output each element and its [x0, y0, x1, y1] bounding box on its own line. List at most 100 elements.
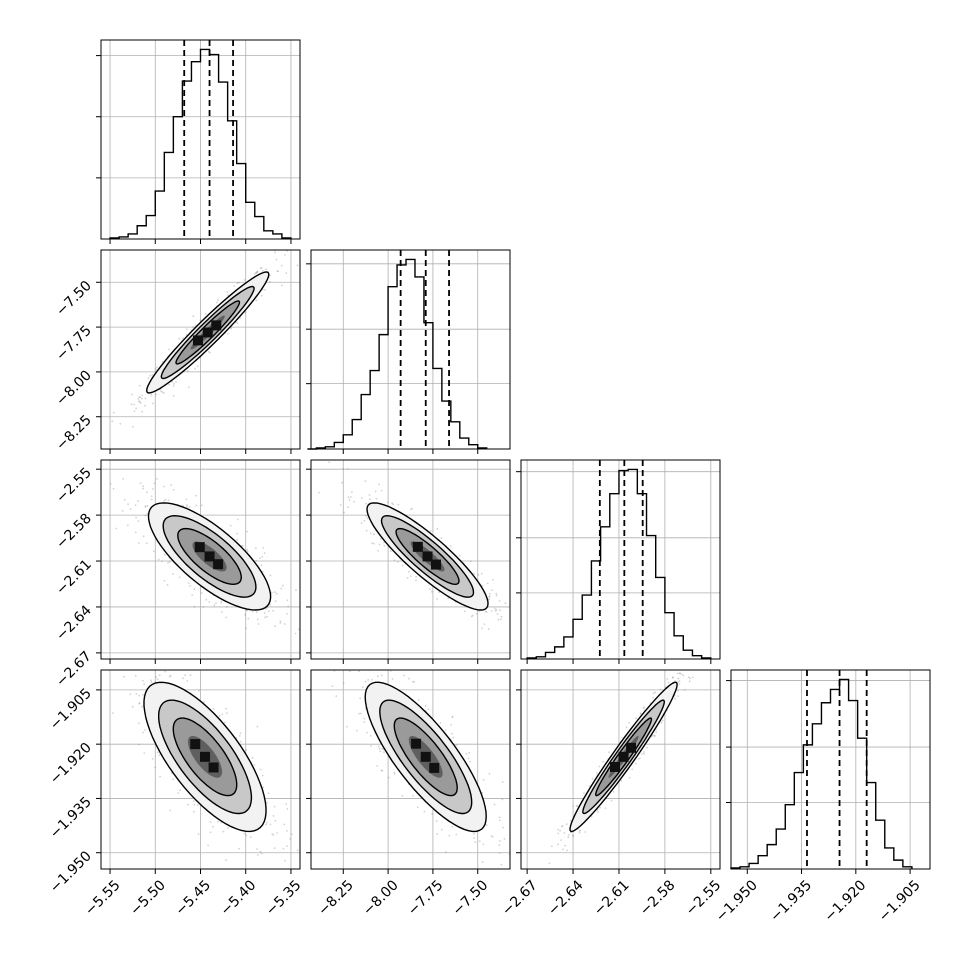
- sample-point: [151, 758, 154, 760]
- sample-point: [468, 751, 471, 754]
- sample-point: [467, 757, 470, 760]
- sample-point: [450, 723, 453, 726]
- sample-point: [436, 833, 439, 835]
- sample-point: [424, 705, 427, 708]
- sample-point: [516, 637, 518, 639]
- sample-point: [289, 838, 291, 840]
- sample-point: [279, 622, 282, 624]
- sample-point: [481, 792, 484, 794]
- sample-point: [316, 441, 318, 443]
- sample-point: [565, 823, 568, 825]
- sample-point: [172, 394, 175, 397]
- sample-point: [191, 594, 194, 596]
- sample-point: [168, 675, 171, 678]
- sample-point: [478, 610, 481, 613]
- sample-point: [142, 694, 144, 696]
- sample-point: [313, 880, 315, 882]
- histogram-step: [307, 258, 488, 450]
- sample-point: [488, 595, 491, 598]
- sample-point: [294, 632, 297, 635]
- sample-point: [263, 612, 266, 614]
- sample-point: [529, 901, 531, 903]
- sample-point: [415, 575, 417, 578]
- sample-point: [473, 837, 475, 839]
- y-tick-label: −1.905: [47, 685, 95, 733]
- sample-point: [227, 827, 230, 829]
- sample-point: [186, 504, 189, 507]
- sample-point: [172, 573, 174, 575]
- sample-point: [138, 396, 141, 399]
- sample-point: [156, 478, 158, 480]
- sample-point: [236, 538, 239, 541]
- x-tick-label: −5.50: [127, 877, 169, 919]
- sample-point: [500, 615, 503, 618]
- sample-point: [274, 625, 277, 628]
- sample-point: [429, 588, 431, 590]
- panel-frame: [100, 39, 301, 240]
- sample-point: [383, 751, 385, 753]
- sample-point: [408, 570, 410, 573]
- sample-point: [144, 514, 147, 517]
- sample-point: [346, 468, 349, 470]
- sample-point: [591, 777, 594, 780]
- sample-point: [138, 743, 140, 746]
- sample-point: [263, 552, 266, 555]
- sample-point: [245, 834, 248, 837]
- sample-point: [236, 282, 239, 284]
- sample-point: [230, 327, 233, 330]
- sample-point: [635, 717, 638, 719]
- sample-point: [387, 776, 390, 779]
- sample-point: [220, 600, 223, 603]
- sample-point: [416, 806, 419, 808]
- sample-point: [146, 491, 148, 494]
- sample-point: [239, 740, 242, 743]
- density-peak: [213, 559, 224, 570]
- panel-frame: [310, 249, 511, 450]
- sample-point: [342, 682, 345, 685]
- sample-point: [341, 481, 343, 484]
- sample-point: [146, 668, 148, 670]
- sample-point: [646, 746, 648, 749]
- sample-point: [220, 602, 223, 604]
- sample-point: [597, 811, 600, 813]
- sample-point: [126, 524, 129, 527]
- sample-point: [198, 689, 200, 692]
- sample-point: [111, 420, 114, 422]
- sample-point: [697, 651, 699, 653]
- sample-point: [596, 809, 598, 812]
- sample-point: [502, 826, 504, 829]
- sample-point: [182, 677, 184, 680]
- sample-point: [653, 734, 656, 737]
- sample-point: [261, 774, 264, 777]
- x-tick-label: −5.35: [263, 877, 305, 919]
- sample-point: [241, 545, 244, 548]
- sample-point: [503, 838, 506, 840]
- sample-point: [318, 491, 320, 494]
- sample-point: [266, 615, 268, 618]
- sample-point: [167, 561, 170, 564]
- sample-point: [239, 317, 242, 319]
- sample-point: [225, 707, 228, 710]
- sample-point: [276, 592, 278, 595]
- sample-point: [431, 813, 433, 815]
- sample-point: [267, 610, 270, 613]
- sample-point: [365, 515, 367, 517]
- x-tick-label: −2.58: [637, 877, 679, 919]
- sample-point: [643, 751, 645, 753]
- panel-frame: [100, 669, 301, 870]
- sample-point: [524, 637, 526, 639]
- sample-point: [259, 267, 262, 269]
- sample-point: [273, 847, 276, 850]
- y-tick-label: −2.64: [53, 602, 95, 644]
- sample-point: [172, 778, 175, 781]
- sample-point: [423, 810, 426, 813]
- sample-point: [497, 618, 500, 621]
- x-tick-label: −5.55: [82, 877, 124, 919]
- sample-point: [367, 679, 370, 681]
- sample-point: [274, 591, 276, 594]
- sample-point: [168, 383, 171, 386]
- sample-point: [156, 751, 159, 754]
- sample-point: [200, 592, 203, 595]
- sample-point: [152, 488, 154, 490]
- sample-point: [273, 805, 276, 808]
